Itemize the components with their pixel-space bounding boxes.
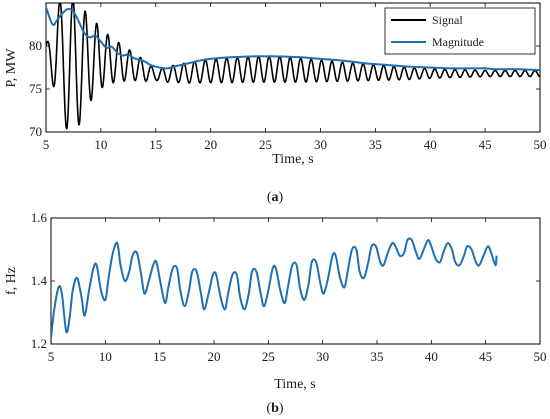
chart-b-ytick-label: 1.2	[31, 336, 47, 351]
chart-b-xtick-label: 35	[371, 349, 384, 364]
legend-signal-label: Signal	[432, 13, 463, 27]
chart-b-ytick-label: 1.6	[31, 210, 48, 225]
chart-b-xtick-label: 15	[153, 349, 166, 364]
chart-a-caption: (a)	[267, 190, 284, 205]
chart-b-ylabel: f, Hz	[4, 267, 19, 295]
chart-b-caption: (b)	[266, 401, 283, 416]
chart-b-xtick-label: 5	[48, 349, 55, 364]
chart-a-ylabel: P, MW	[4, 48, 19, 88]
chart-b: 5 10 15 20 25 30 35 40 45 50 1.2 1.4 1.6 Time, s f, …	[4, 210, 547, 416]
chart-a-legend: Signal Magnitude	[384, 7, 536, 55]
chart-a-xtick-label: 15	[149, 137, 162, 152]
chart-b-xtick-label: 20	[208, 349, 221, 364]
chart-b-xtick-label: 50	[534, 349, 547, 364]
chart-a-series	[46, 3, 540, 130]
chart-a-xtick-label: 20	[204, 137, 217, 152]
chart-a-xtick-label: 35	[369, 137, 382, 152]
chart-b-xtick-label: 45	[479, 349, 492, 364]
chart-b-series	[51, 237, 498, 338]
chart-a-xtick-label: 30	[314, 137, 327, 152]
chart-b-xtick-label: 25	[262, 349, 275, 364]
chart-a-xtick-label: 40	[424, 137, 437, 152]
chart-a-ytick-label: 70	[29, 124, 42, 139]
chart-b-xtick-label: 10	[99, 349, 112, 364]
chart-b-ytick-label: 1.4	[31, 273, 48, 288]
chart-a-series-signal-line	[46, 3, 540, 130]
chart-b-xtick-label: 30	[316, 349, 329, 364]
chart-a-xtick-label: 5	[43, 137, 50, 152]
chart-a-xlabel: Time, s	[272, 152, 314, 167]
chart-b-xlabel: Time, s	[274, 377, 316, 392]
chart-a-xtick-label: 45	[479, 137, 492, 152]
chart-a-xtick-label: 10	[94, 137, 107, 152]
chart-a-xtick-label: 25	[259, 137, 272, 152]
chart-a-series-magnitude-line	[46, 6, 540, 72]
chart-b-series-frequency-line	[51, 237, 498, 338]
chart-b-plot-frame	[50, 217, 541, 345]
chart-b-xtick-label: 40	[425, 349, 438, 364]
chart-b-ticks: 5 10 15 20 25 30 35 40 45 50 1.2 1.4 1.6	[31, 210, 547, 364]
legend-magnitude-label: Magnitude	[432, 35, 484, 49]
legend-box	[384, 7, 536, 55]
chart-a-xtick-label: 50	[534, 137, 547, 152]
chart-a-ticks: 5 10 15 20 25 30 35 40 45 50 70 75 80	[29, 3, 547, 152]
chart-a-ytick-label: 80	[29, 38, 42, 53]
chart-a-ytick-label: 75	[29, 81, 42, 96]
